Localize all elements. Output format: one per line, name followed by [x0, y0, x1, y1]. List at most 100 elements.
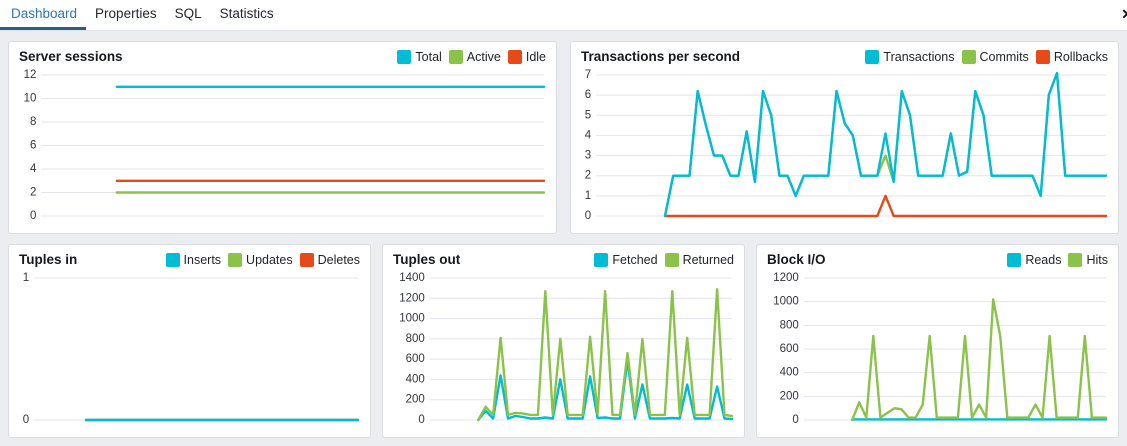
legend-item[interactable]: Transactions	[865, 49, 955, 64]
svg-text:3: 3	[585, 150, 591, 162]
legend-label: Commits	[979, 49, 1029, 64]
legend-swatch-icon	[507, 49, 522, 64]
legend-label: Hits	[1086, 252, 1108, 267]
panel-header: Transactions per second Transactions Comm…	[571, 42, 1118, 66]
legend-swatch-icon	[165, 252, 180, 267]
legend-item[interactable]: Inserts	[165, 252, 222, 267]
legend-item[interactable]: Deletes	[299, 252, 360, 267]
svg-text:2: 2	[30, 187, 36, 199]
legend-swatch-icon	[299, 252, 314, 267]
legend-label: Returned	[682, 252, 734, 267]
legend-label: Idle	[525, 49, 546, 64]
svg-text:1: 1	[23, 272, 29, 284]
legend-label: Deletes	[317, 252, 360, 267]
svg-text:10: 10	[24, 93, 37, 105]
svg-text:0: 0	[30, 210, 36, 222]
legend-swatch-icon	[664, 252, 679, 267]
legend-label: Updates	[246, 252, 293, 267]
legend-item[interactable]: Total	[397, 49, 442, 64]
tab-dashboard[interactable]: Dashboard	[0, 0, 87, 30]
tuples-out-chart: 0 200 400 600 800 1000 1200 1400	[383, 269, 744, 437]
legend-label: Active	[466, 49, 501, 64]
tab-properties[interactable]: Properties	[95, 6, 157, 21]
svg-text:8: 8	[30, 116, 36, 128]
legend-label: Transactions	[883, 49, 955, 64]
svg-text:600: 600	[406, 353, 425, 365]
legend-item[interactable]: Updates	[228, 252, 293, 267]
legend: Transactions Commits Rollbacks	[865, 49, 1108, 64]
svg-text:200: 200	[406, 394, 425, 406]
svg-text:12: 12	[24, 69, 37, 81]
legend-item[interactable]: Idle	[507, 49, 546, 64]
legend: Fetched Returned	[594, 252, 734, 267]
svg-text:1: 1	[585, 190, 591, 202]
svg-text:600: 600	[780, 343, 799, 355]
legend-swatch-icon	[448, 49, 463, 64]
legend-label: Inserts	[183, 252, 222, 267]
legend-item[interactable]: Fetched	[594, 252, 658, 267]
svg-text:2: 2	[585, 170, 591, 182]
legend: Reads Hits	[1007, 252, 1108, 267]
legend-swatch-icon	[1035, 49, 1050, 64]
panel-block-io: Block I/O Reads Hits 0 200 400 600 800 1000 120…	[756, 244, 1119, 438]
server-sessions-chart: 0 2 4 6 8 10 12	[9, 66, 556, 233]
tab-sql[interactable]: SQL	[174, 6, 202, 21]
legend-swatch-icon	[1068, 252, 1083, 267]
legend-swatch-icon	[865, 49, 880, 64]
panel-tuples-out: Tuples out Fetched Returned 0 200 400 600 800…	[382, 244, 745, 438]
legend-swatch-icon	[961, 49, 976, 64]
svg-text:400: 400	[780, 367, 799, 379]
svg-text:800: 800	[406, 333, 425, 345]
svg-text:6: 6	[30, 140, 36, 152]
svg-text:200: 200	[780, 390, 799, 402]
legend-swatch-icon	[397, 49, 412, 64]
legend-item[interactable]: Active	[448, 49, 501, 64]
svg-text:6: 6	[585, 89, 591, 101]
legend-item[interactable]: Commits	[961, 49, 1029, 64]
svg-text:1200: 1200	[399, 292, 425, 304]
legend-swatch-icon	[594, 252, 609, 267]
dashboard-content: Server sessions Total Active Idle 0 2 4 6 8 10 1…	[0, 31, 1127, 446]
tab-bar: Dashboard Properties SQL Statistics ✕	[0, 0, 1127, 31]
legend-label: Fetched	[612, 252, 658, 267]
legend-swatch-icon	[228, 252, 243, 267]
svg-text:0: 0	[418, 414, 424, 426]
svg-text:4: 4	[585, 129, 592, 141]
svg-text:7: 7	[585, 69, 591, 81]
legend-label: Total	[415, 49, 442, 64]
transactions-per-second-chart: 0 1 2 3 4 5 6 7	[571, 66, 1118, 233]
panel-title: Block I/O	[767, 252, 826, 267]
svg-text:0: 0	[792, 414, 798, 426]
legend-item[interactable]: Rollbacks	[1035, 49, 1108, 64]
svg-text:0: 0	[585, 210, 591, 222]
panel-title: Server sessions	[19, 49, 123, 64]
svg-text:1200: 1200	[773, 272, 799, 284]
svg-text:1000: 1000	[773, 296, 799, 308]
legend-item[interactable]: Reads	[1007, 252, 1062, 267]
svg-text:800: 800	[780, 319, 799, 331]
legend: Total Active Idle	[397, 49, 546, 64]
legend-item[interactable]: Hits	[1068, 252, 1108, 267]
close-icon[interactable]: ✕	[1121, 4, 1127, 24]
legend-swatch-icon	[1007, 252, 1022, 267]
panel-server-sessions: Server sessions Total Active Idle 0 2 4 6 8 10 1…	[8, 41, 557, 234]
svg-text:0: 0	[23, 414, 29, 426]
legend-label: Rollbacks	[1053, 49, 1108, 64]
legend-label: Reads	[1025, 252, 1062, 267]
tab-statistics[interactable]: Statistics	[219, 6, 274, 21]
legend-item[interactable]: Returned	[664, 252, 734, 267]
panel-title: Transactions per second	[581, 49, 741, 64]
panel-title: Tuples in	[19, 252, 78, 267]
panel-title: Tuples out	[393, 252, 461, 267]
panel-header: Tuples in Inserts Updates Deletes	[9, 245, 370, 269]
panel-header: Tuples out Fetched Returned	[383, 245, 744, 269]
svg-text:5: 5	[585, 109, 591, 121]
panel-header: Block I/O Reads Hits	[757, 245, 1118, 269]
legend: Inserts Updates Deletes	[165, 252, 360, 267]
panel-header: Server sessions Total Active Idle	[9, 42, 556, 66]
panel-transactions-per-second: Transactions per second Transactions Comm…	[570, 41, 1119, 234]
svg-text:400: 400	[406, 373, 425, 385]
